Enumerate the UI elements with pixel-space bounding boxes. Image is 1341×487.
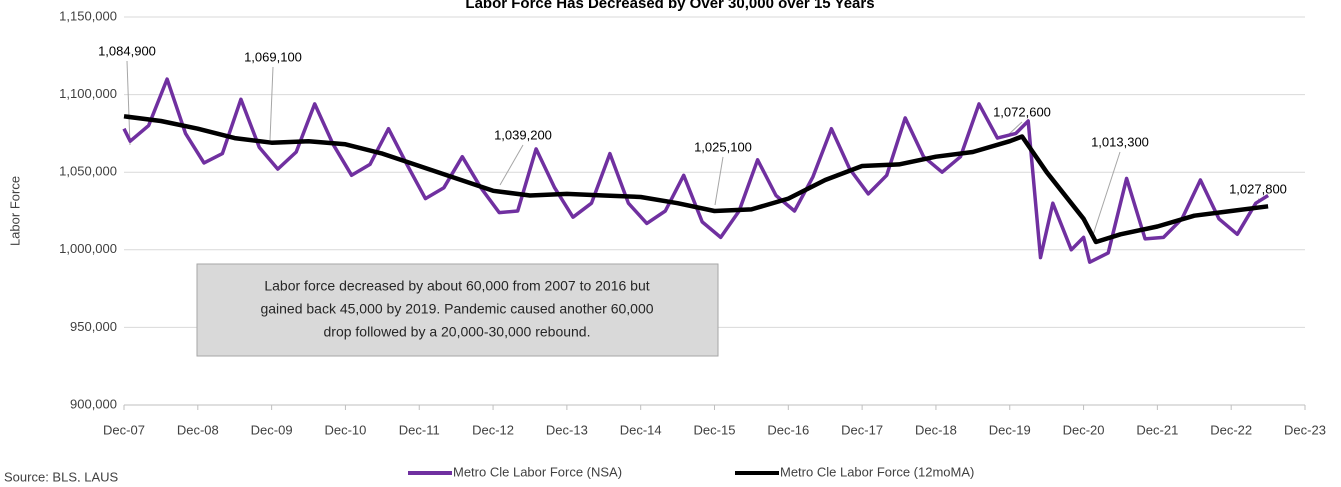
y-tick-label: 1,000,000 xyxy=(59,241,117,256)
leader-line xyxy=(499,144,524,186)
y-tick-label: 1,100,000 xyxy=(59,86,117,101)
y-tick-label: 1,150,000 xyxy=(59,8,117,23)
x-tick-label: Dec-16 xyxy=(767,422,809,437)
x-tick-label: Dec-11 xyxy=(399,422,440,437)
note-box xyxy=(196,263,719,357)
x-tick-label: Dec-13 xyxy=(546,422,588,437)
x-tick-label: Dec-18 xyxy=(915,422,957,437)
x-tick-label: Dec-20 xyxy=(1063,422,1105,437)
y-tick-label: 900,000 xyxy=(70,396,117,411)
x-tick-label: Dec-10 xyxy=(324,422,366,437)
leader-line xyxy=(1007,121,1023,136)
x-tick-label: Dec-14 xyxy=(620,422,662,437)
x-tick-label: Dec-17 xyxy=(841,422,883,437)
source: Source: BLS, LAUS xyxy=(4,469,118,482)
x-tick-label: Dec-19 xyxy=(989,422,1031,437)
annotation: 1,013,300 xyxy=(1091,134,1149,149)
annotation: 1,039,200 xyxy=(494,127,552,142)
annotation: 1,072,600 xyxy=(993,104,1051,119)
annotation: 1,084,900 xyxy=(98,43,156,58)
leader-line xyxy=(269,66,274,141)
annotation: 1,069,100 xyxy=(244,49,302,64)
annotation: 1,027,800 xyxy=(1229,181,1287,196)
note-text: gained back 45,000 by 2019. Pandemic cau… xyxy=(260,301,653,317)
note-text: Labor force decreased by about 60,000 fr… xyxy=(264,278,649,294)
annotation: 1,025,100 xyxy=(694,139,752,154)
y-tick-label: 1,050,000 xyxy=(59,164,117,179)
chart-title: Labor Force Has Decreased by Over 30,000… xyxy=(465,0,874,12)
leader-line xyxy=(126,60,131,146)
x-tick-label: Dec-07 xyxy=(103,422,145,437)
series-line xyxy=(122,77,1270,264)
y-tick-label: 950,000 xyxy=(70,319,117,334)
legend-label: Metro Cle Labor Force (12moMA) xyxy=(780,464,974,479)
x-tick-label: Dec-09 xyxy=(251,422,293,437)
y-axis-label: Labor Force xyxy=(7,176,22,246)
x-tick-label: Dec-23 xyxy=(1284,422,1326,437)
x-tick-label: Dec-08 xyxy=(177,422,219,437)
x-tick-label: Dec-21 xyxy=(1136,422,1178,437)
leader-line xyxy=(714,156,724,206)
leader-line xyxy=(1092,151,1121,236)
legend-label: Metro Cle Labor Force (NSA) xyxy=(453,464,622,479)
x-tick-label: Dec-15 xyxy=(694,422,736,437)
x-tick-label: Dec-22 xyxy=(1210,422,1252,437)
x-tick-label: Dec-12 xyxy=(472,422,514,437)
note-text: drop followed by a 20,000-30,000 rebound… xyxy=(324,324,591,340)
series-line xyxy=(123,114,1269,245)
